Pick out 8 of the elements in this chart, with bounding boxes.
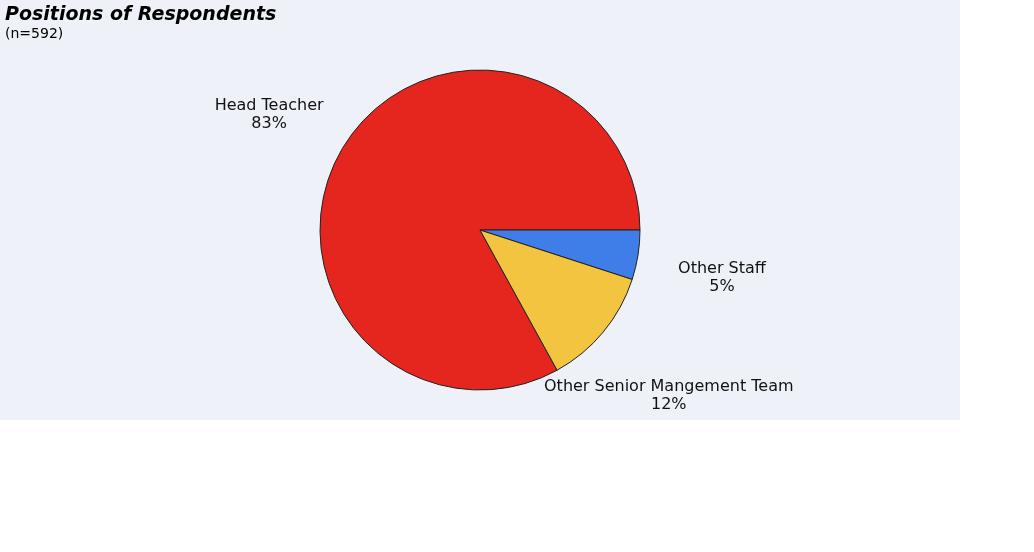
chart-title: Positions of Respondents	[5, 2, 277, 24]
slice-label: Other Senior Mangement Team	[544, 376, 794, 396]
data-label: 5%	[709, 276, 735, 296]
data-label: 83%	[251, 113, 287, 133]
data-label: 12%	[650, 394, 687, 414]
slice-label: Other Staff	[678, 258, 767, 278]
slice-label: Head Teacher	[214, 95, 325, 115]
text: (n=592)	[5, 25, 64, 41]
